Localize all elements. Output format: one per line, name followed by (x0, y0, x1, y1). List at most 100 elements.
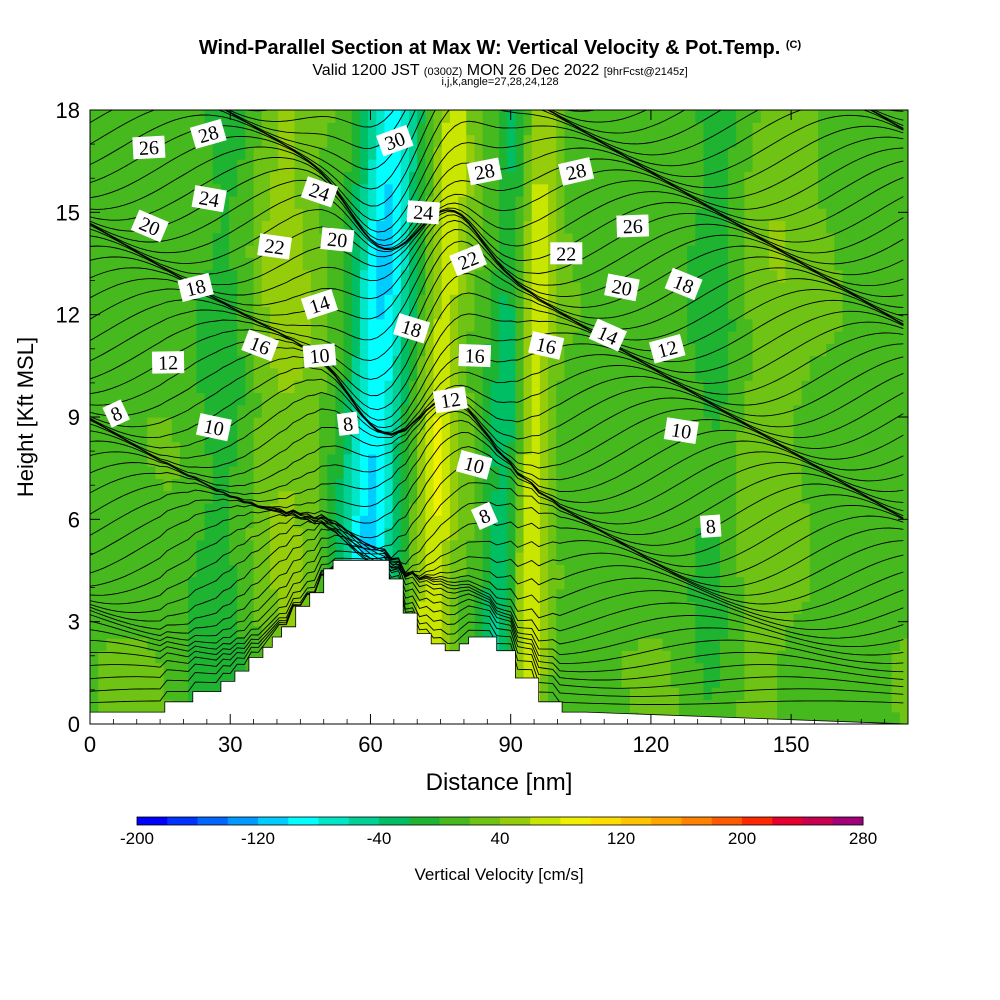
velocity-cell (760, 711, 770, 724)
velocity-cell (728, 576, 737, 590)
velocity-cell (629, 367, 639, 381)
velocity-cell (482, 625, 492, 639)
velocity-cell (499, 110, 508, 123)
velocity-cell (343, 134, 353, 148)
velocity-cell (687, 662, 696, 676)
velocity-cell (588, 269, 598, 283)
velocity-cell (646, 245, 656, 258)
velocity-cell (556, 294, 566, 308)
velocity-cell (687, 343, 696, 357)
velocity-cell (719, 380, 729, 394)
velocity-cell (98, 195, 107, 209)
velocity-cell (613, 674, 623, 688)
velocity-cell (433, 183, 443, 197)
velocity-cell (597, 110, 606, 111)
velocity-cell (302, 417, 312, 430)
velocity-cell (449, 478, 459, 492)
velocity-cell (425, 601, 435, 615)
velocity-cell (760, 564, 770, 578)
velocity-cell (883, 281, 893, 295)
velocity-cell (441, 355, 451, 369)
velocity-cell (335, 490, 345, 504)
velocity-cell (719, 281, 729, 295)
velocity-cell (785, 674, 795, 688)
velocity-cell (155, 429, 165, 443)
velocity-cell (269, 466, 279, 479)
velocity-cell (613, 564, 623, 578)
velocity-cell (122, 122, 132, 136)
velocity-cell (384, 429, 394, 443)
velocity-cell (523, 429, 533, 443)
velocity-cell (425, 392, 435, 406)
velocity-cell (417, 490, 426, 504)
velocity-cell (768, 674, 778, 688)
velocity-cell (392, 183, 402, 197)
velocity-cell (98, 343, 107, 357)
velocity-cell (785, 552, 795, 565)
velocity-cell (875, 588, 885, 602)
velocity-cell (179, 159, 189, 172)
velocity-cell (163, 674, 173, 688)
velocity-cell (417, 281, 426, 295)
velocity-cell (359, 490, 369, 504)
velocity-cell (695, 539, 705, 553)
velocity-cell (646, 687, 656, 701)
velocity-cell (834, 490, 844, 504)
velocity-cell (818, 539, 827, 553)
velocity-cell (106, 392, 116, 406)
velocity-cell (695, 159, 705, 172)
velocity-cell (245, 208, 255, 222)
velocity-cell (310, 539, 320, 553)
velocity-cell (621, 576, 631, 590)
velocity-cell (548, 417, 557, 430)
velocity-cell (875, 515, 885, 529)
velocity-cell (687, 306, 696, 320)
velocity-cell (662, 687, 672, 701)
velocity-cell (343, 355, 353, 369)
velocity-cell (245, 367, 255, 381)
velocity-cell (809, 134, 819, 148)
velocity-cell (695, 674, 705, 688)
velocity-cell (621, 404, 631, 418)
velocity-cell (580, 699, 590, 713)
velocity-cell (785, 564, 795, 578)
velocity-cell (310, 245, 320, 258)
velocity-cell (155, 613, 165, 627)
velocity-cell (883, 294, 893, 308)
velocity-cell (588, 601, 598, 615)
velocity-cell (139, 601, 148, 615)
velocity-cell (433, 564, 443, 578)
velocity-cell (580, 502, 590, 516)
velocity-cell (752, 318, 762, 332)
velocity-cell (196, 564, 206, 578)
velocity-cell (466, 146, 476, 160)
velocity-cell (548, 527, 557, 541)
velocity-cell (703, 564, 713, 578)
velocity-cell (449, 564, 459, 578)
velocity-cell (507, 318, 516, 332)
velocity-cell (343, 429, 353, 443)
velocity-cell (818, 159, 827, 172)
velocity-cell (319, 331, 328, 344)
velocity-cell (834, 527, 844, 541)
velocity-cell (122, 478, 132, 492)
velocity-cell (588, 343, 598, 357)
velocity-cell (433, 220, 443, 234)
velocity-cell (760, 269, 770, 283)
velocity-cell (310, 404, 320, 418)
velocity-cell (98, 281, 107, 295)
velocity-cell (163, 502, 173, 516)
velocity-cell (278, 478, 287, 492)
velocity-cell (449, 552, 459, 565)
velocity-cell (678, 318, 688, 332)
velocity-cell (466, 208, 476, 222)
velocity-cell (229, 281, 238, 295)
velocity-cell (269, 110, 279, 111)
velocity-cell (90, 601, 99, 615)
velocity-cell (850, 453, 860, 467)
velocity-cell (253, 650, 263, 664)
velocity-cell (670, 355, 680, 369)
velocity-cell (433, 146, 443, 160)
velocity-cell (793, 552, 803, 565)
velocity-cell (106, 662, 116, 676)
